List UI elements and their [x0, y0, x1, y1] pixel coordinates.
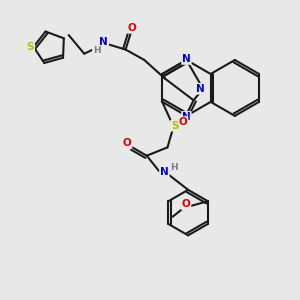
- Text: O: O: [128, 23, 136, 33]
- Text: O: O: [182, 199, 190, 209]
- Text: O: O: [179, 117, 188, 127]
- Text: H: H: [170, 163, 178, 172]
- Text: S: S: [171, 121, 178, 131]
- Text: N: N: [182, 54, 191, 64]
- Text: H: H: [93, 46, 101, 55]
- Text: N: N: [160, 167, 169, 177]
- Text: S: S: [27, 42, 34, 52]
- Text: N: N: [196, 84, 204, 94]
- Text: O: O: [123, 138, 131, 148]
- Text: N: N: [182, 112, 191, 122]
- Text: N: N: [100, 37, 108, 47]
